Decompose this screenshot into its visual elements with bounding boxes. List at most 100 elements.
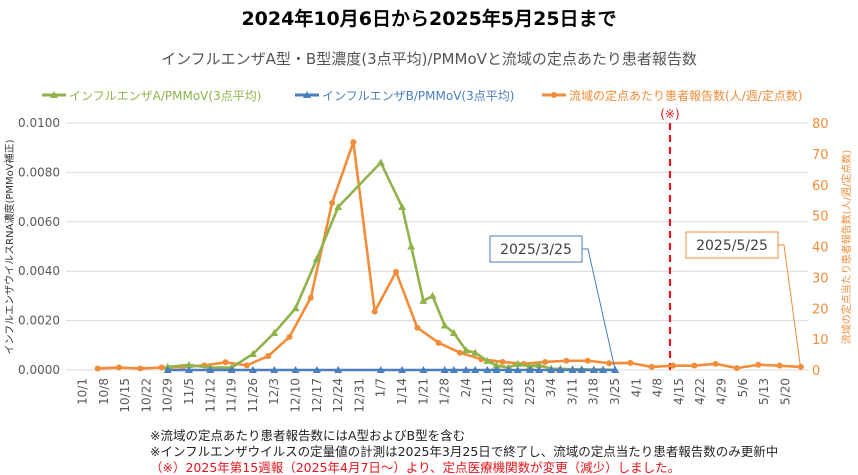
x-tick-label: 12/10 — [289, 378, 303, 413]
data-point — [286, 333, 293, 340]
footnote-1: ※流域の定点あたり患者報告数にはA型およびB型を含む — [150, 428, 466, 443]
data-point — [419, 366, 428, 373]
data-point — [513, 366, 522, 373]
chart-title: 2024年10月6日から2025年5月25日まで — [241, 7, 616, 30]
x-tick-label: 12/3 — [267, 378, 281, 405]
data-point — [440, 321, 449, 329]
callout-label-1: 2025/5/25 — [696, 238, 768, 254]
data-point — [483, 356, 492, 364]
data-point — [376, 366, 385, 373]
data-point — [755, 361, 762, 368]
callout-box-1 — [685, 231, 779, 259]
data-point — [627, 359, 634, 366]
x-tick-label: 4/1 — [629, 378, 643, 397]
data-point — [350, 139, 357, 146]
data-point — [371, 308, 378, 315]
data-point — [462, 366, 471, 373]
data-point — [648, 363, 655, 370]
data-point — [691, 362, 698, 369]
data-point — [483, 366, 492, 373]
x-tick-label: 5/20 — [778, 378, 792, 405]
data-point — [440, 366, 449, 373]
legend-label-1: インフルエンザB/PMMoV(3点平均) — [322, 89, 514, 103]
y-axis-label-left: インフルエンザウイルスRNA濃度(PMMoV補正) — [3, 139, 16, 354]
data-point — [312, 254, 321, 262]
data-point — [163, 366, 172, 373]
data-point — [776, 362, 783, 369]
data-point — [513, 359, 522, 367]
x-tick-label: 1/21 — [416, 378, 430, 405]
y-tick-left: 0.0000 — [18, 363, 60, 377]
data-point — [556, 366, 565, 373]
x-tick-label: 3/25 — [608, 378, 622, 405]
x-tick-label: 10/15 — [118, 378, 132, 413]
data-point — [568, 366, 577, 373]
data-point — [492, 361, 501, 369]
data-point — [542, 358, 549, 365]
x-tick-label: 10/22 — [139, 378, 153, 413]
footnote-3: （※）2025年第15週報（2025年4月7日～）より、定点医療機関数が変更（減… — [150, 460, 681, 475]
data-point — [535, 361, 544, 369]
x-tick-label: 3/18 — [587, 378, 601, 405]
series-line-2 — [97, 140, 801, 370]
x-tick-label: 11/5 — [182, 378, 196, 405]
x-tick-label: 2/4 — [459, 378, 473, 397]
data-point — [449, 366, 458, 373]
x-tick-label: 2/25 — [523, 378, 537, 405]
y-tick-left: 0.0080 — [18, 165, 60, 179]
y-tick-right: 60 — [812, 179, 829, 194]
legend-label-2: 流域の定点あたり患者報告数(人/週/定点数) — [569, 88, 802, 103]
y-tick-left: 0.0020 — [18, 314, 60, 328]
data-point — [94, 365, 101, 372]
data-point — [270, 328, 279, 336]
data-point — [185, 361, 194, 369]
x-tick-label: 4/15 — [672, 378, 686, 405]
data-point — [407, 242, 416, 250]
y-tick-right: 10 — [812, 333, 829, 348]
data-point — [334, 202, 343, 210]
x-tick-label: 10/8 — [97, 378, 111, 405]
data-point — [733, 365, 740, 372]
callout-leader-1 — [778, 244, 802, 371]
data-point — [670, 362, 677, 369]
data-point — [398, 366, 407, 373]
x-tick-label: 3/11 — [565, 378, 579, 405]
y-tick-right: 0 — [812, 364, 820, 379]
data-point — [376, 158, 385, 166]
data-point — [307, 294, 314, 301]
data-point — [270, 366, 279, 373]
data-point — [248, 366, 257, 373]
y-tick-right: 80 — [812, 117, 829, 132]
callout-leader-0 — [582, 248, 616, 371]
y-tick-right: 40 — [812, 241, 829, 256]
data-point — [449, 328, 458, 336]
data-point — [222, 359, 229, 366]
legend-marker-2 — [551, 92, 557, 98]
data-point — [456, 349, 463, 356]
x-tick-label: 2/18 — [502, 378, 516, 405]
data-point — [248, 349, 257, 357]
data-point — [712, 360, 719, 367]
x-tick-label: 11/12 — [203, 378, 217, 413]
x-tick-label: 1/7 — [374, 378, 388, 397]
data-point — [499, 358, 506, 365]
y-axis-label-right: 流域の定点当たり患者報告数(人/週/定点数) — [840, 150, 853, 345]
data-point — [206, 366, 215, 373]
annotation-note-mark: (※) — [660, 107, 679, 121]
callout-box-0 — [489, 235, 583, 263]
data-point — [577, 366, 586, 373]
chart-subtitle: インフルエンザA型・B型濃度(3点平均)/PMMoVと流域の定点あたり患者報告数 — [161, 50, 697, 68]
callout-label-0: 2025/3/25 — [500, 242, 572, 258]
x-tick-label: 4/8 — [651, 378, 665, 397]
data-point — [291, 366, 300, 373]
x-tick-label: 1/14 — [395, 378, 409, 405]
data-point — [137, 365, 144, 372]
footnote-2: ※インフルエンザウイルスの定量値の計測は2025年3月25日で終了し、流域の定点… — [150, 444, 779, 459]
data-point — [435, 339, 442, 346]
x-tick-label: 12/24 — [331, 378, 345, 413]
data-point — [419, 296, 428, 304]
data-point — [227, 366, 236, 373]
y-tick-left: 0.0040 — [18, 264, 60, 278]
